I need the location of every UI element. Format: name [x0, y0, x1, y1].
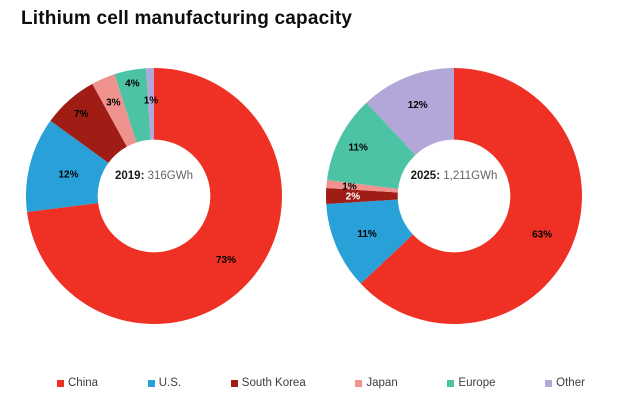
slice-pct-label-2019-china: 73% [216, 255, 236, 266]
slice-pct-label-2019-japan: 3% [106, 98, 121, 109]
legend-item-south-korea: South Korea [230, 377, 306, 389]
slice-pct-label-2019-u-s: 12% [58, 170, 78, 181]
slice-2019-other [145, 67, 154, 140]
legend-label-south-korea: South Korea [241, 377, 306, 389]
donut-charts-svg: 73%12%7%3%4%1%2019: 316GWh63%11%2%1%11%1… [26, 67, 582, 324]
legend-marker-u-s [147, 379, 155, 387]
legend-item-china: China [57, 377, 98, 389]
slice-2019-south-korea [50, 83, 127, 163]
legend-item-other: Other [545, 377, 585, 389]
slice-2019-europe [114, 68, 151, 143]
legend-item-japan: Japan [355, 377, 398, 389]
slice-2019-japan [92, 74, 137, 147]
slice-2025-other [366, 68, 454, 155]
legend-label-other: Other [556, 377, 585, 389]
legend-marker-other [545, 379, 553, 387]
chart-title: Lithium cell manufacturing capacity [21, 8, 353, 29]
slice-pct-label-2025-south-korea: 2% [346, 192, 361, 203]
slice-pct-label-2025-u-s: 11% [357, 229, 377, 240]
slice-pct-label-2025-china: 63% [532, 230, 552, 241]
slice-2019-china [27, 68, 283, 324]
legend-marker-south-korea [230, 379, 238, 387]
legend-label-u-s: U.S. [158, 377, 182, 389]
donut-center-label-2025: 2025: 1,211GWh [411, 170, 498, 182]
center-year-2019: 2019: [115, 170, 144, 182]
legend-item-europe: Europe [447, 377, 496, 389]
legend-label-japan: Japan [366, 377, 398, 389]
slice-2025-u-s [326, 199, 413, 284]
center-year-2025: 2025: [411, 170, 440, 182]
legend-label-china: China [68, 377, 99, 389]
slice-pct-label-2025-japan: 1% [342, 182, 357, 193]
slice-pct-label-2019-other: 1% [144, 96, 159, 107]
center-value-2025: 1,211GWh [440, 170, 497, 182]
slice-pct-label-2025-europe: 11% [348, 143, 368, 154]
slice-2025-japan [326, 179, 399, 193]
legend-marker-europe [447, 379, 455, 387]
slice-pct-label-2025-other: 12% [408, 100, 428, 111]
slice-2025-south-korea [325, 187, 398, 205]
legend-marker-china [57, 379, 64, 387]
center-value-2019: 316GWh [144, 170, 193, 182]
legend-label-europe: Europe [458, 377, 496, 389]
donut-center-label-2019: 2019: 316GWh [115, 170, 193, 182]
slice-2025-europe [327, 102, 416, 189]
legend-item-u-s: U.S. [147, 377, 182, 389]
slice-pct-label-2019-europe: 4% [125, 78, 140, 89]
slice-pct-label-2019-south-korea: 7% [74, 109, 89, 120]
slice-2019-u-s [26, 120, 109, 213]
slice-2025-china [360, 68, 582, 324]
legend-marker-japan [355, 379, 363, 387]
legend: China U.S. South Korea Japan Europe Other [57, 374, 585, 392]
